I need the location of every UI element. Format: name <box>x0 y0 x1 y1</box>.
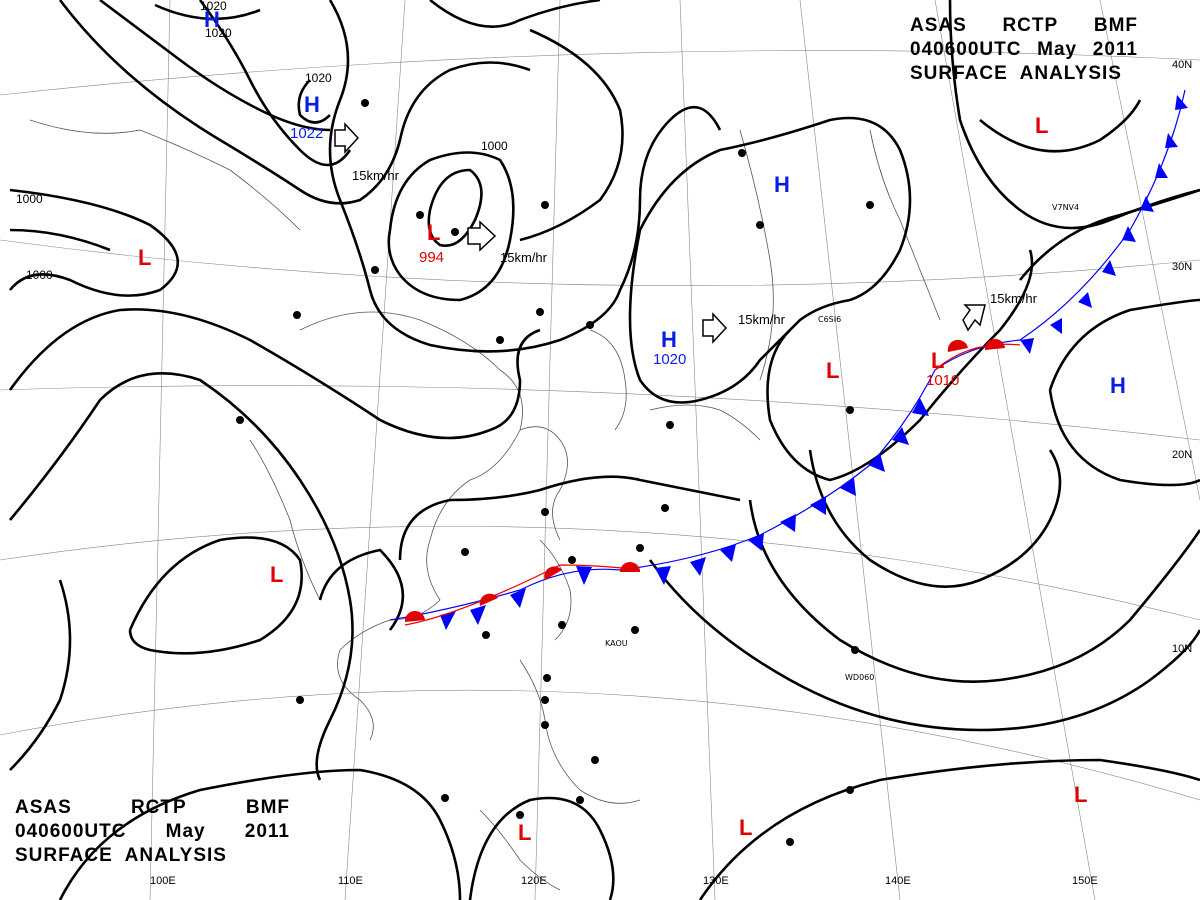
title-code-asas: ASAS <box>910 15 967 36</box>
pressure-centers: H 1020 H 1022 L 994 L H 1020 H L L 1010 … <box>138 7 1126 845</box>
low-center: L <box>427 220 440 245</box>
ship-label: C6SI6 <box>818 315 841 324</box>
lat-label-30n: 30N <box>1172 261 1192 273</box>
low-center: L <box>270 562 283 587</box>
low-center: L <box>826 358 839 383</box>
lon-label-120e: 120E <box>521 875 547 887</box>
motion-arrows <box>334 122 986 344</box>
warm-front <box>404 338 1021 626</box>
center-value: 1020 <box>205 26 232 40</box>
high-center: H <box>661 327 677 352</box>
isobar-label: 1000 <box>26 268 53 282</box>
lon-label-140e: 140E <box>885 875 911 887</box>
low-center: L <box>1074 782 1087 807</box>
title-code-rctp: RCTP <box>130 797 187 818</box>
low-center: L <box>518 820 531 845</box>
isobar-labels: 1000 1000 1000 1020 1020 <box>16 0 508 282</box>
title-code-bmf: BMF <box>245 797 290 818</box>
motion-label: 15km/hr <box>500 250 548 265</box>
motion-labels: 15km/hr 15km/hr 15km/hr 15km/hr <box>352 168 1038 327</box>
title-block-top-right: ASAS RCTP BMF 040600UTC May 2011 SURFACE… <box>910 14 1138 86</box>
title-code-bmf: BMF <box>1093 15 1138 36</box>
lat-label-40n: 40N <box>1172 59 1192 71</box>
title-year: 2011 <box>1092 39 1138 60</box>
ship-label: V7NV4 <box>1052 203 1079 212</box>
lat-label-20n: 20N <box>1172 449 1192 461</box>
lat-label-10n: 10N <box>1172 643 1192 655</box>
title-time: 040600UTC <box>15 821 127 842</box>
isobar-label: 1020 <box>200 0 227 13</box>
title-block-bottom-left: ASAS RCTP BMF 040600UTC May 2011 SURFACE… <box>15 796 290 868</box>
center-value: 1022 <box>290 125 323 142</box>
title-analysis: SURFACE ANALYSIS <box>15 845 227 866</box>
high-center: H <box>774 172 790 197</box>
isobar-label: 1020 <box>305 71 332 85</box>
station-plots <box>236 99 874 846</box>
ship-labels: C6SI6 V7NV4 WD060 KAOU <box>605 203 1079 682</box>
isobar-label: 1000 <box>481 139 508 153</box>
isobar-label: 1000 <box>16 192 43 206</box>
high-center: H <box>1110 373 1126 398</box>
lon-label-110e: 110E <box>338 875 363 887</box>
title-analysis: SURFACE ANALYSIS <box>910 63 1122 84</box>
motion-label: 15km/hr <box>352 168 400 183</box>
ship-label: WD060 <box>845 673 874 682</box>
lon-label-100e: 100E <box>150 875 176 887</box>
cold-front <box>389 89 1188 630</box>
low-center: L <box>931 348 944 373</box>
lon-label-130e: 130E <box>703 875 729 887</box>
title-month: May <box>1037 39 1078 60</box>
center-value: 994 <box>419 249 444 266</box>
center-value: 1020 <box>653 351 686 368</box>
title-code-rctp: RCTP <box>1002 15 1059 36</box>
low-center: L <box>739 815 752 840</box>
title-year: 2011 <box>244 821 290 842</box>
title-code-asas: ASAS <box>15 797 72 818</box>
isobars <box>8 0 1200 900</box>
coastlines <box>29 119 941 891</box>
lon-label-150e: 150E <box>1072 875 1098 887</box>
ship-label: KAOU <box>605 639 628 648</box>
high-center: H <box>204 7 220 32</box>
motion-label: 15km/hr <box>990 291 1038 306</box>
motion-label: 15km/hr <box>738 312 786 327</box>
title-time: 040600UTC <box>910 39 1022 60</box>
low-center: L <box>138 245 151 270</box>
high-center: H <box>304 92 320 117</box>
title-month: May <box>165 821 206 842</box>
low-center: L <box>1035 113 1048 138</box>
center-value: 1010 <box>926 372 959 389</box>
